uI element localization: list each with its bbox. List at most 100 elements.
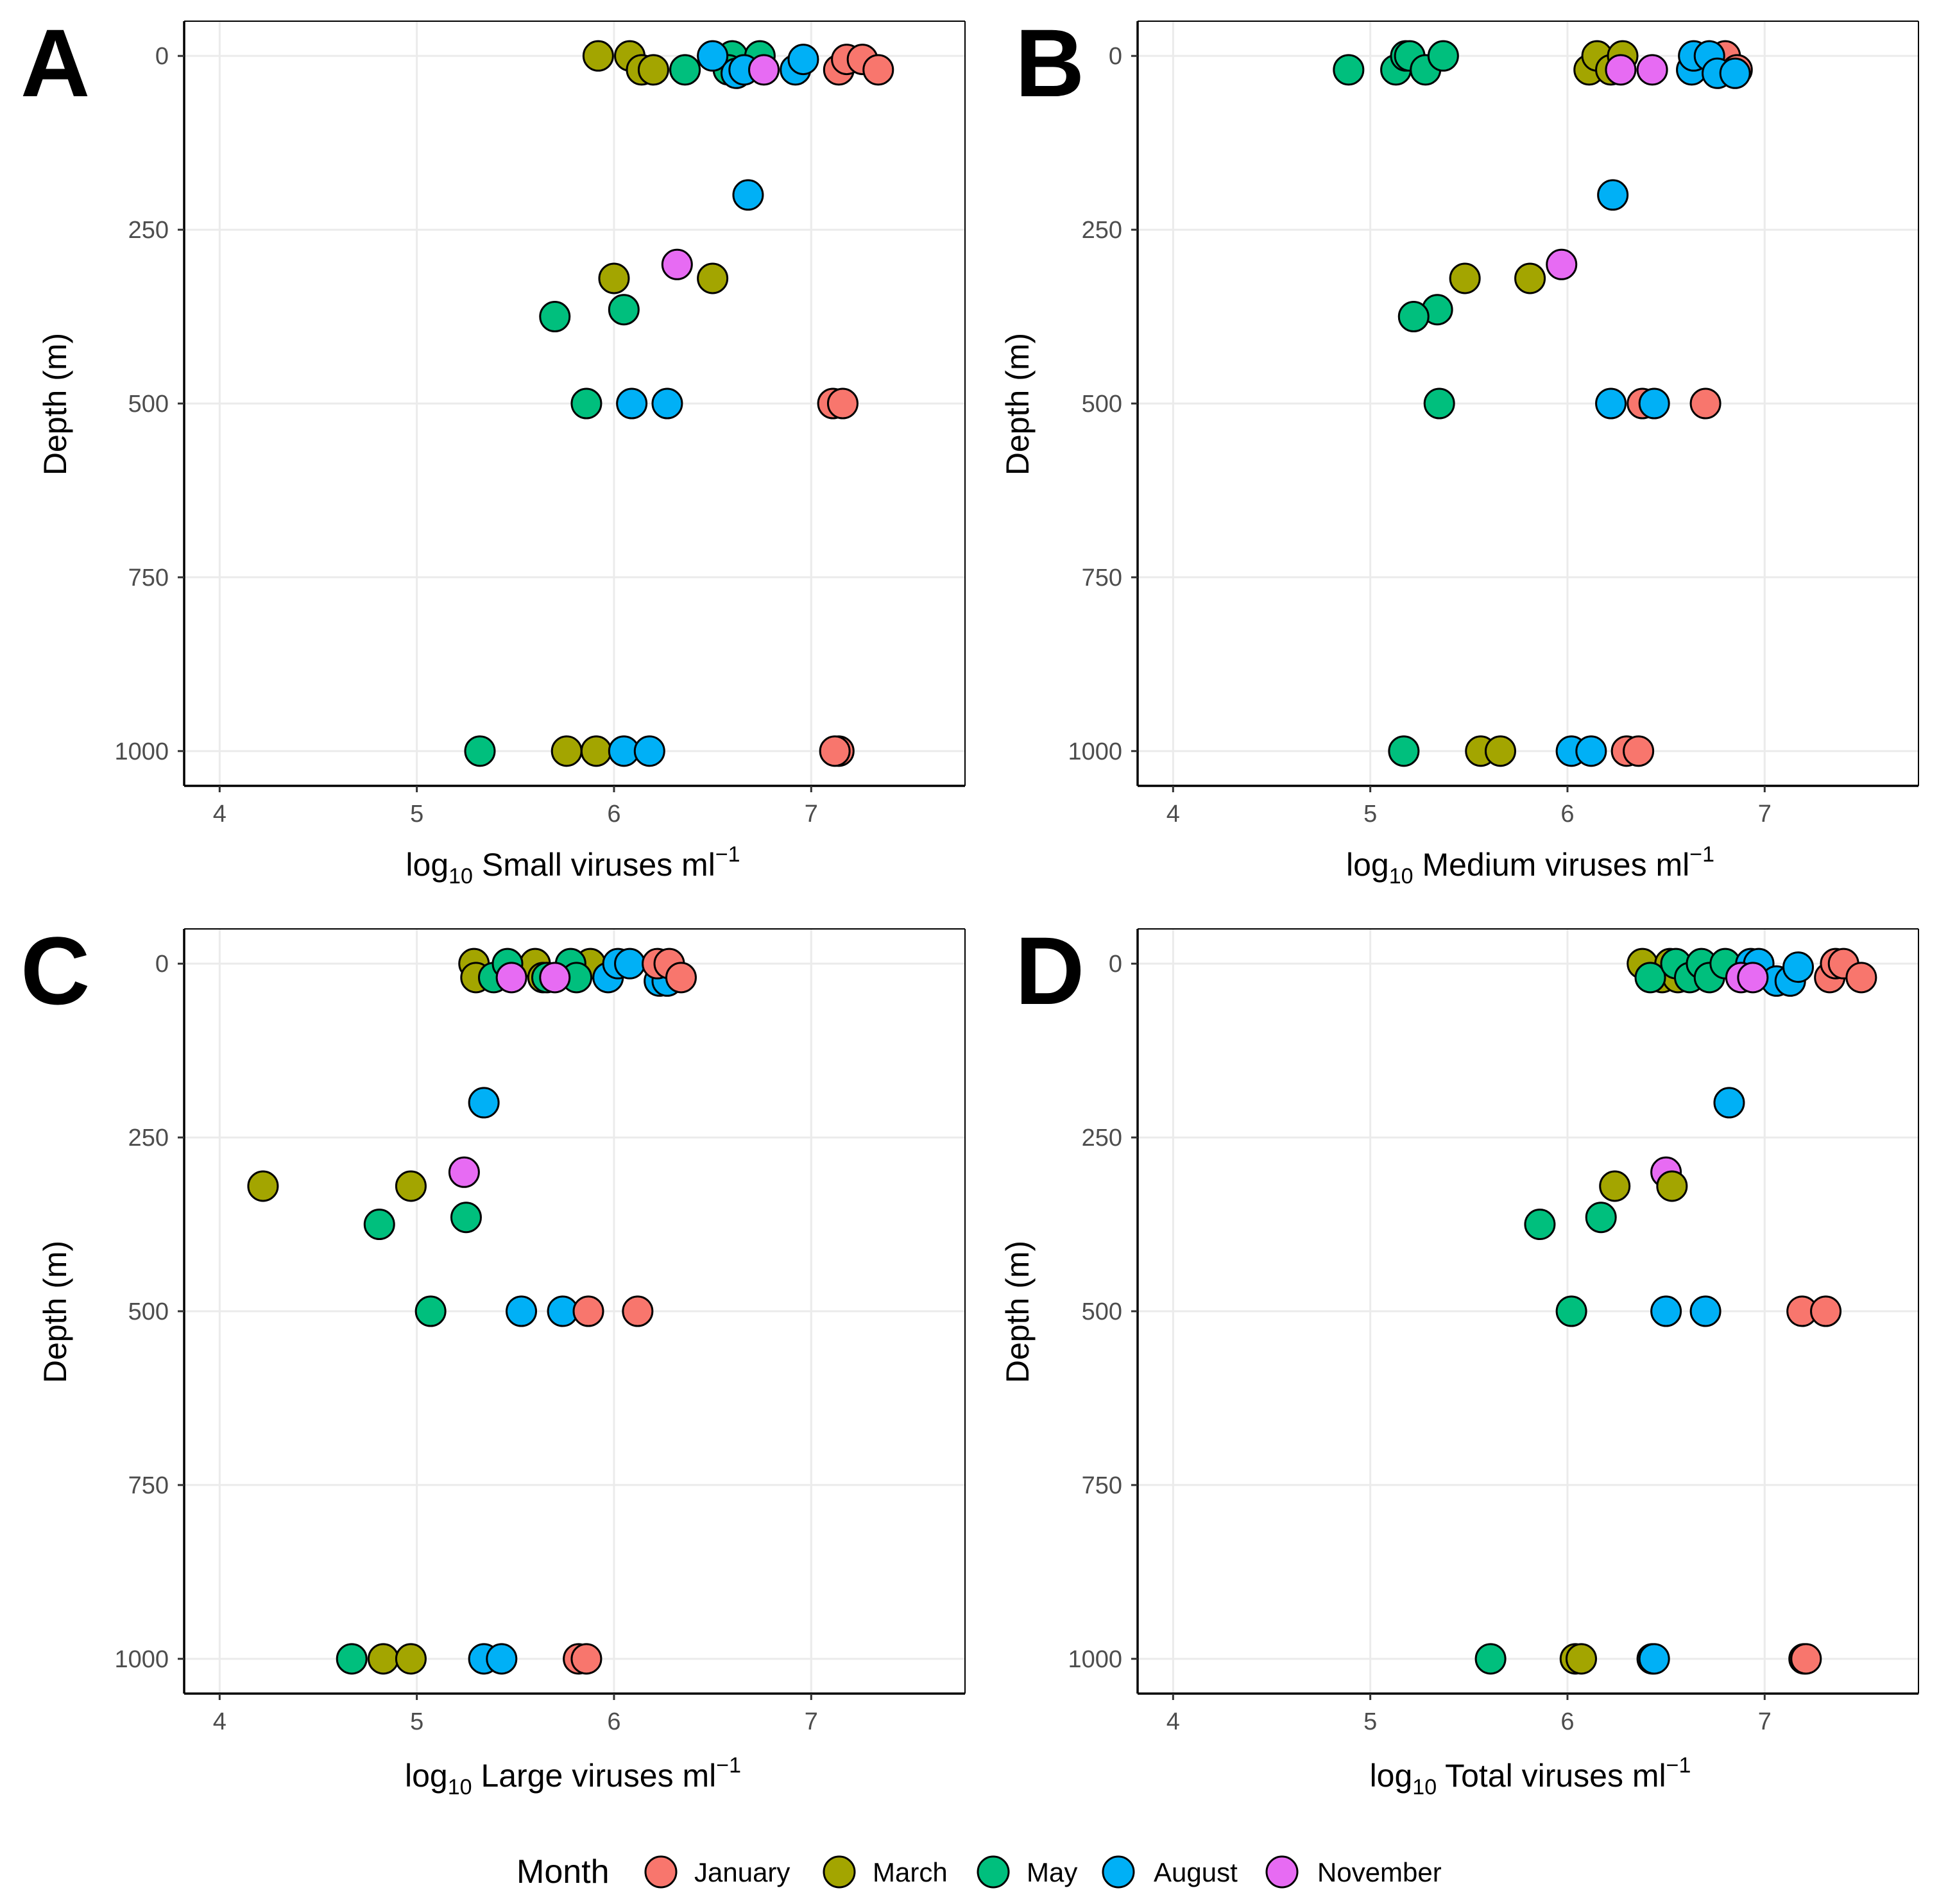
legend-title: Month xyxy=(517,1853,610,1891)
legend-label-january: January xyxy=(694,1857,790,1887)
data-point-august xyxy=(506,1295,538,1327)
data-point-august xyxy=(1638,1643,1670,1675)
x-tick-label: 6 xyxy=(607,1708,620,1735)
plot-area: 4 5 6 7 0 250 500 750 1000 xyxy=(1068,21,1919,828)
legend-item-january: January xyxy=(644,1855,790,1889)
panel-letter: D xyxy=(1015,917,1084,1024)
plot-area: 4 5 6 7 0 250 500 750 1000 xyxy=(114,928,966,1735)
data-point-may xyxy=(1427,40,1459,72)
data-point-january xyxy=(1845,962,1877,994)
y-tick-label: 0 xyxy=(155,951,169,978)
data-point-may xyxy=(1585,1202,1617,1234)
data-point-may xyxy=(450,1202,482,1234)
data-point-march xyxy=(1514,262,1546,294)
legend-item-november: November xyxy=(1265,1855,1442,1889)
y-tick-label: 500 xyxy=(128,1298,169,1325)
x-axis-title-subscript: 10 xyxy=(1412,1775,1437,1799)
x-axis-title: log10 Medium viruses ml−1 xyxy=(1346,842,1714,888)
data-point-may xyxy=(1423,387,1455,420)
legend-label-may: May xyxy=(1027,1857,1077,1887)
data-point-january xyxy=(826,387,858,420)
x-tick-label: 7 xyxy=(805,801,818,828)
data-point-november xyxy=(1546,248,1578,280)
x-axis-title-superscript: −1 xyxy=(715,842,740,867)
legend-item-march: March xyxy=(823,1855,948,1889)
data-point-november xyxy=(748,54,780,86)
data-point-march xyxy=(551,735,583,767)
data-point-august xyxy=(697,40,729,72)
y-tick-label: 250 xyxy=(128,217,169,244)
data-point-november xyxy=(661,248,693,280)
data-point-may xyxy=(570,387,602,420)
x-tick-label: 4 xyxy=(213,1708,226,1735)
x-axis-title: log10 Small viruses ml−1 xyxy=(406,842,740,888)
x-tick-label: 7 xyxy=(1758,1708,1772,1735)
x-tick-label: 7 xyxy=(805,1708,818,1735)
data-point-may xyxy=(1333,54,1365,86)
legend-item-august: August xyxy=(1102,1855,1238,1889)
x-axis-title-main: Small viruses ml xyxy=(473,847,715,883)
data-point-march xyxy=(580,735,612,767)
data-point-august xyxy=(1638,387,1670,420)
data-point-january xyxy=(1790,1643,1822,1675)
x-tick-label: 5 xyxy=(410,1708,423,1735)
data-point-may xyxy=(464,735,496,767)
data-point-november xyxy=(448,1156,480,1188)
data-point-november xyxy=(1636,54,1668,86)
data-point-march xyxy=(697,262,729,294)
data-point-august xyxy=(1713,1087,1745,1119)
data-point-march xyxy=(247,1170,279,1202)
data-point-may xyxy=(1634,962,1666,994)
y-tick-label: 500 xyxy=(1082,1298,1122,1325)
data-point-august xyxy=(468,1087,500,1119)
data-point-march xyxy=(1656,1170,1688,1202)
x-axis-title-subscript: 10 xyxy=(448,864,473,888)
panel-c: 4 5 6 7 0 250 500 750 1000 C Depth (m) log10 Lar… xyxy=(21,917,966,1799)
legend-label-november: November xyxy=(1317,1857,1442,1887)
legend-key-march xyxy=(823,1855,856,1889)
x-axis-title-subscript: 10 xyxy=(448,1775,472,1799)
data-point-august xyxy=(486,1643,518,1675)
legend: Month January March May August November xyxy=(517,1853,1442,1891)
y-axis-title: Depth (m) xyxy=(37,333,73,475)
y-tick-label: 750 xyxy=(128,1472,169,1499)
data-point-march xyxy=(598,262,630,294)
x-axis-title-main: Large viruses ml xyxy=(472,1758,717,1794)
x-tick-label: 6 xyxy=(607,801,620,828)
y-tick-label: 750 xyxy=(128,565,169,591)
data-point-may xyxy=(1397,301,1430,333)
data-point-march xyxy=(395,1170,427,1202)
data-point-august xyxy=(1689,1295,1721,1327)
data-point-august xyxy=(1782,951,1815,983)
y-tick-label: 250 xyxy=(128,1125,169,1152)
x-tick-label: 4 xyxy=(1166,1708,1180,1735)
legend-label-march: March xyxy=(873,1857,948,1887)
panel-d: 4 5 6 7 0 250 500 750 1000 D Depth (m) log10 Tot… xyxy=(1000,917,1919,1799)
data-point-november xyxy=(1605,54,1637,86)
y-tick-label: 750 xyxy=(1082,1472,1122,1499)
y-tick-label: 500 xyxy=(1082,391,1122,418)
y-axis-title: Depth (m) xyxy=(1000,333,1036,475)
x-axis-title-subscript: 10 xyxy=(1389,864,1414,888)
x-tick-label: 5 xyxy=(1363,1708,1377,1735)
panel-a: 4 5 6 7 0 250 500 750 1000 A Depth (m) log10 Sma… xyxy=(21,9,966,888)
data-point-november xyxy=(539,962,571,994)
y-tick-label: 1000 xyxy=(1068,738,1122,765)
panel-letter: C xyxy=(21,917,90,1024)
data-point-january xyxy=(862,54,894,86)
data-point-january xyxy=(572,1295,604,1327)
data-point-march xyxy=(1565,1643,1597,1675)
data-point-may xyxy=(539,301,571,333)
data-point-may xyxy=(363,1209,395,1241)
data-point-november xyxy=(1737,962,1769,994)
legend-item-may: May xyxy=(977,1855,1077,1889)
x-axis-title: log10 Large viruses ml−1 xyxy=(405,1753,741,1799)
data-point-january xyxy=(665,962,697,994)
y-tick-label: 0 xyxy=(155,43,169,70)
legend-label-august: August xyxy=(1154,1857,1238,1887)
y-tick-label: 0 xyxy=(1109,43,1122,70)
plot-area: 4 5 6 7 0 250 500 750 1000 xyxy=(114,21,966,828)
data-point-august xyxy=(633,735,665,767)
data-point-march xyxy=(1449,262,1481,294)
